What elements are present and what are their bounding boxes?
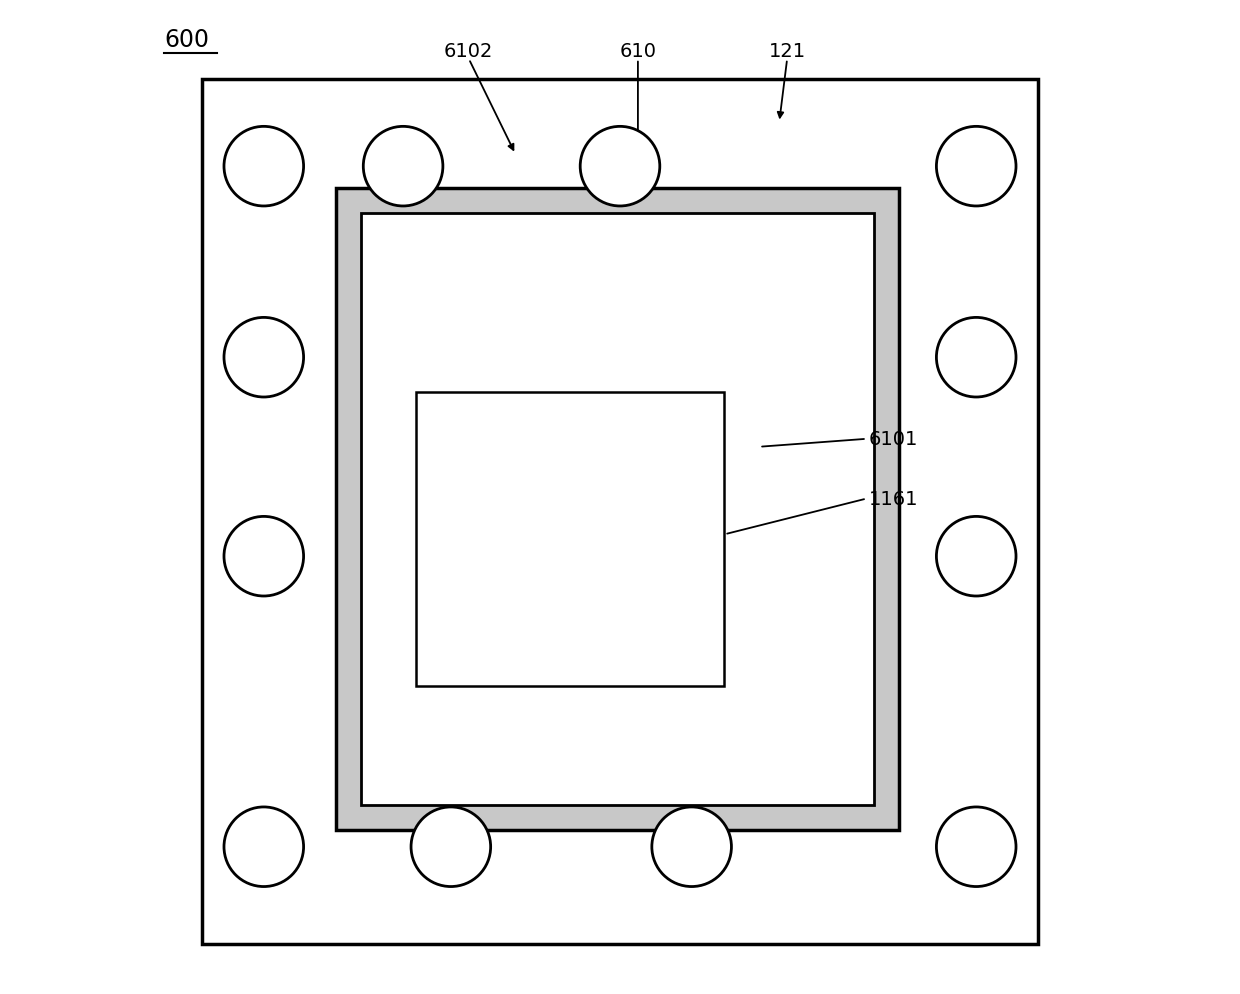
- Circle shape: [936, 807, 1016, 887]
- Circle shape: [363, 127, 443, 207]
- Text: 1161: 1161: [869, 489, 919, 509]
- Circle shape: [936, 127, 1016, 207]
- Text: 6101: 6101: [869, 429, 918, 449]
- Bar: [417, 393, 724, 686]
- Circle shape: [410, 807, 491, 887]
- Bar: [361, 214, 874, 805]
- Text: 6102: 6102: [444, 42, 494, 62]
- Circle shape: [936, 318, 1016, 398]
- Circle shape: [580, 127, 660, 207]
- Text: 610: 610: [620, 42, 656, 62]
- Circle shape: [652, 807, 732, 887]
- Text: 600: 600: [164, 28, 210, 52]
- Text: 116: 116: [534, 522, 577, 542]
- Circle shape: [936, 517, 1016, 596]
- Circle shape: [224, 318, 304, 398]
- Text: 121: 121: [769, 42, 806, 62]
- Circle shape: [224, 127, 304, 207]
- Circle shape: [224, 517, 304, 596]
- Bar: [336, 189, 899, 830]
- Circle shape: [224, 807, 304, 887]
- Bar: [202, 80, 1038, 944]
